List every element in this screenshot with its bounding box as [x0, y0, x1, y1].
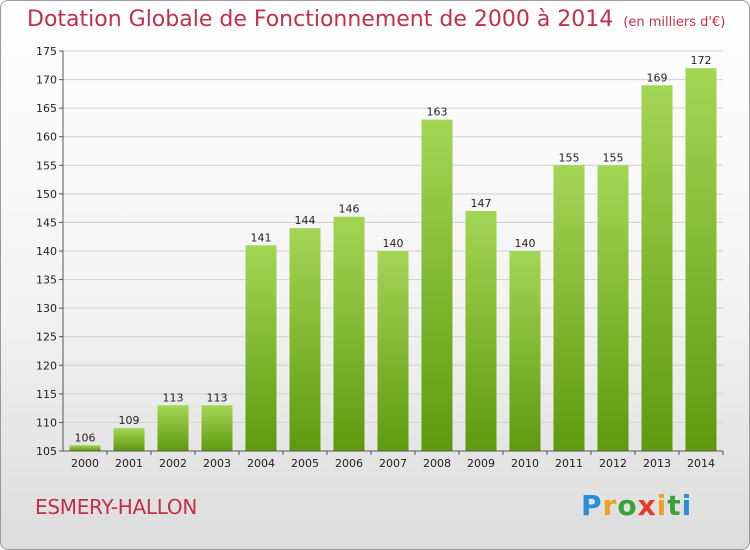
x-tick-label: 2014 — [687, 457, 715, 470]
data-label: 146 — [339, 203, 360, 216]
x-axis: 2000 2001 2002 2003 2004 2005 2006 2007 2008 2009… — [63, 450, 724, 470]
y-tick-label: 160 — [36, 131, 57, 144]
logo-letter: i — [681, 489, 693, 522]
y-tick-label: 105 — [36, 445, 57, 458]
x-tick-label: 2000 — [71, 457, 99, 470]
data-label: 147 — [471, 197, 492, 210]
bar-2007[interactable] — [377, 251, 409, 451]
y-tick-label: 140 — [36, 245, 57, 258]
chart-title-text: Dotation Globale de Fonctionnement de 20… — [27, 7, 614, 32]
bar-2005[interactable] — [289, 228, 321, 451]
y-tick-label: 175 — [36, 45, 57, 58]
logo-letter: i — [656, 489, 668, 522]
data-label: 169 — [647, 71, 668, 84]
y-tick-label: 110 — [36, 416, 57, 429]
data-label: 113 — [207, 391, 228, 404]
x-tick-label: 2012 — [599, 457, 627, 470]
data-label: 172 — [691, 54, 712, 67]
bar-2013[interactable] — [641, 85, 673, 452]
data-label: 140 — [383, 237, 404, 250]
data-label: 163 — [427, 106, 448, 119]
data-label: 113 — [163, 391, 184, 404]
y-tick-label: 150 — [36, 188, 57, 201]
logo-letter: o — [617, 489, 638, 522]
data-label: 106 — [75, 431, 96, 444]
y-tick-label: 165 — [36, 102, 57, 115]
data-label: 109 — [119, 414, 140, 427]
logo-letter: x — [637, 489, 657, 522]
x-tick-label: 2001 — [115, 457, 143, 470]
x-tick-label: 2007 — [379, 457, 407, 470]
x-tick-label: 2003 — [203, 457, 231, 470]
bar-2001[interactable] — [113, 428, 145, 451]
bar-2004[interactable] — [245, 245, 277, 451]
logo-letter: r — [602, 489, 618, 522]
bars: 106 109 113 113 141 144 146 140 163 147 140 155 155 1… — [69, 54, 717, 452]
y-tick-label: 130 — [36, 302, 57, 315]
bar-2002[interactable] — [157, 405, 189, 451]
logo-letter: P — [581, 489, 603, 522]
proxiti-logo[interactable]: Proxiti — [581, 489, 692, 522]
x-tick-label: 2002 — [159, 457, 187, 470]
bar-2009[interactable] — [465, 211, 497, 451]
y-tick-label: 155 — [36, 159, 57, 172]
x-tick-label: 2004 — [247, 457, 275, 470]
data-label: 155 — [603, 151, 624, 164]
x-tick-label: 2006 — [335, 457, 363, 470]
y-tick-label: 125 — [36, 331, 57, 344]
place-name: ESMERY-HALLON — [35, 495, 197, 519]
bar-2008[interactable] — [421, 119, 453, 452]
bar-2000[interactable] — [69, 445, 101, 451]
data-label: 141 — [251, 231, 272, 244]
y-tick-label: 120 — [36, 359, 57, 372]
x-tick-label: 2009 — [467, 457, 495, 470]
bar-2006[interactable] — [333, 216, 365, 451]
chart-title: Dotation Globale de Fonctionnement de 20… — [27, 7, 725, 32]
x-tick-label: 2011 — [555, 457, 583, 470]
bar-2014[interactable] — [685, 68, 717, 452]
chart-subtitle: (en milliers d'€) — [623, 15, 726, 30]
y-axis: 105 110 115 120 125 130 135 140 145 150 155 160 165 1… — [36, 45, 64, 458]
logo-letter: t — [667, 489, 682, 522]
y-tick-label: 115 — [36, 388, 57, 401]
x-tick-label: 2005 — [291, 457, 319, 470]
y-tick-label: 135 — [36, 274, 57, 287]
bar-2010[interactable] — [509, 251, 541, 451]
data-label: 140 — [515, 237, 536, 250]
bar-2012[interactable] — [597, 165, 629, 452]
data-label: 155 — [559, 151, 580, 164]
x-tick-label: 2013 — [643, 457, 671, 470]
data-label: 144 — [295, 214, 316, 227]
y-tick-label: 170 — [36, 74, 57, 87]
y-tick-label: 145 — [36, 216, 57, 229]
x-tick-label: 2008 — [423, 457, 451, 470]
bar-2011[interactable] — [553, 165, 585, 452]
x-tick-label: 2010 — [511, 457, 539, 470]
bar-2003[interactable] — [201, 405, 233, 451]
